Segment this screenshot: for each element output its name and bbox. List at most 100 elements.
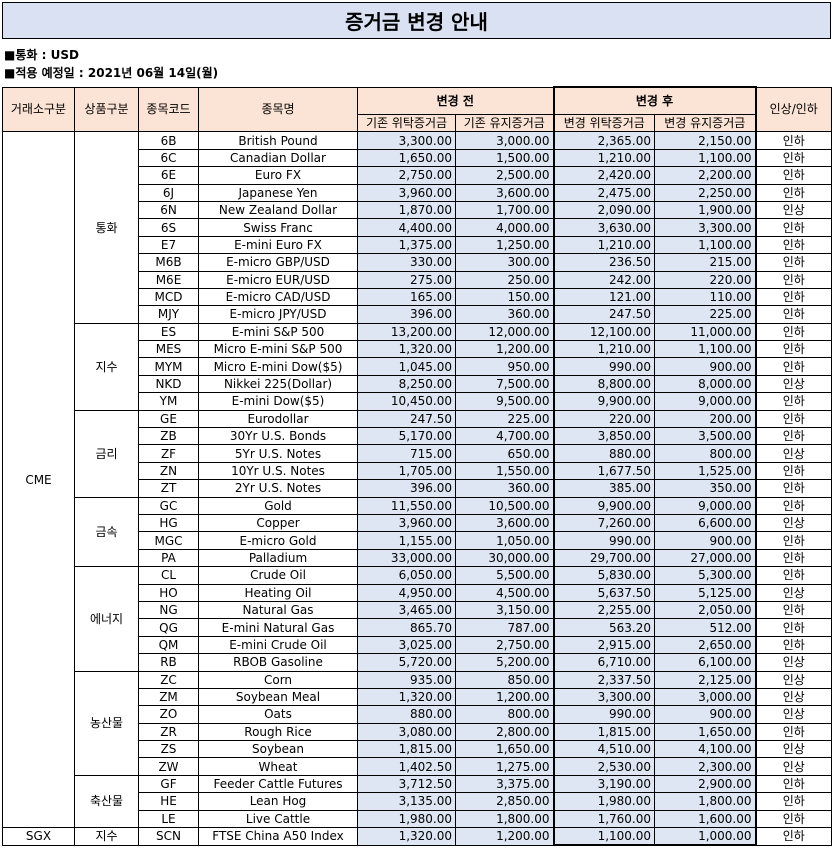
before-maint-cell: 360.00 bbox=[455, 305, 554, 324]
name-cell: Feeder Cattle Futures bbox=[198, 774, 358, 794]
before-initial-cell: 1,375.00 bbox=[357, 235, 456, 255]
before-maint-cell: 9,500.00 bbox=[455, 392, 554, 411]
before-initial-cell: 3,960.00 bbox=[357, 183, 456, 202]
change-cell: 인하 bbox=[755, 548, 832, 568]
after-maint-cell: 5,300.00 bbox=[654, 566, 757, 585]
header-row-2: 기존 위탁증거금 기존 유지증거금 변경 위탁증거금 변경 유지증거금 bbox=[3, 113, 832, 133]
before-maint-cell: 30,000.00 bbox=[455, 548, 554, 568]
category-cell: 통화 bbox=[74, 131, 139, 324]
code-cell: ZM bbox=[138, 687, 199, 707]
after-initial-cell: 1,210.00 bbox=[552, 340, 655, 359]
code-cell: ZR bbox=[138, 722, 199, 742]
before-initial-cell: 330.00 bbox=[357, 253, 456, 272]
after-maint-cell: 5,125.00 bbox=[654, 583, 757, 602]
table-row: MES Micro E-mini S&P 500 1,320.00 1,200.00 1… bbox=[3, 340, 832, 359]
after-initial-cell: 247.50 bbox=[552, 305, 655, 324]
name-cell: Natural Gas bbox=[198, 600, 358, 620]
table-row: ZF 5Yr U.S. Notes 715.00 650.00 880.00 800.00… bbox=[3, 444, 832, 463]
change-cell: 인상 bbox=[755, 374, 832, 394]
table-row: 6J Japanese Yen 3,960.00 3,600.00 2,475.00 2,… bbox=[3, 183, 832, 202]
change-cell: 인상 bbox=[755, 740, 832, 759]
after-maint-cell: 900.00 bbox=[654, 705, 757, 724]
before-initial-cell: 3,135.00 bbox=[357, 792, 456, 811]
name-cell: Wheat bbox=[198, 757, 358, 776]
before-maint-cell: 12,000.00 bbox=[455, 322, 554, 342]
header-before-initial: 기존 위탁증거금 bbox=[357, 113, 456, 133]
table-row: RB RBOB Gasoline 5,720.00 5,200.00 6,710.00 6… bbox=[3, 653, 832, 672]
before-maint-cell: 5,200.00 bbox=[455, 653, 554, 672]
currency-line: ■통화 : USD bbox=[4, 48, 79, 62]
after-maint-cell: 900.00 bbox=[654, 531, 757, 550]
after-initial-cell: 880.00 bbox=[552, 444, 655, 463]
before-maint-cell: 1,200.00 bbox=[455, 340, 554, 359]
change-cell: 인하 bbox=[755, 566, 832, 585]
after-maint-cell: 2,125.00 bbox=[654, 670, 757, 689]
before-initial-cell: 6,050.00 bbox=[357, 566, 456, 585]
after-maint-cell: 1,525.00 bbox=[654, 461, 757, 481]
before-initial-cell: 11,550.00 bbox=[357, 496, 456, 515]
change-cell: 인하 bbox=[755, 722, 832, 742]
header-after: 변경 후 bbox=[552, 86, 757, 115]
before-initial-cell: 1,402.50 bbox=[357, 757, 456, 776]
header-name: 종목명 bbox=[198, 86, 358, 133]
margin-table: 거래소구분 상품구분 종목코드 종목명 변경 전 변경 후 인상/인하 기존 위… bbox=[2, 86, 832, 847]
table-row: 농산물 ZC Corn 935.00 850.00 2,337.50 2,125.00 인상 bbox=[3, 670, 832, 776]
category-cell: 축산물 bbox=[74, 774, 139, 829]
change-cell: 인하 bbox=[755, 618, 832, 637]
code-cell: 6C bbox=[138, 148, 199, 168]
change-cell: 인하 bbox=[755, 479, 832, 498]
name-cell: E-micro CAD/USD bbox=[198, 287, 358, 307]
code-cell: ES bbox=[138, 322, 199, 342]
table-row: QG E-mini Natural Gas 865.70 787.00 563.20 51… bbox=[3, 618, 832, 637]
before-maint-cell: 850.00 bbox=[455, 670, 554, 689]
code-cell: 6N bbox=[138, 200, 199, 220]
before-maint-cell: 150.00 bbox=[455, 287, 554, 307]
header-code: 종목코드 bbox=[138, 86, 199, 133]
after-maint-cell: 9,000.00 bbox=[654, 496, 757, 515]
category-cell: 에너지 bbox=[74, 566, 139, 672]
before-initial-cell: 5,720.00 bbox=[357, 653, 456, 672]
exchange-cell: CME bbox=[2, 131, 75, 829]
before-maint-cell: 3,150.00 bbox=[455, 600, 554, 620]
after-maint-cell: 3,000.00 bbox=[654, 687, 757, 707]
after-maint-cell: 1,650.00 bbox=[654, 722, 757, 742]
after-maint-cell: 1,100.00 bbox=[654, 148, 757, 168]
after-maint-cell: 1,600.00 bbox=[654, 809, 757, 829]
code-cell: ZB bbox=[138, 427, 199, 446]
before-initial-cell: 880.00 bbox=[357, 705, 456, 724]
before-maint-cell: 1,800.00 bbox=[455, 809, 554, 829]
after-maint-cell: 27,000.00 bbox=[654, 548, 757, 568]
code-cell: M6E bbox=[138, 270, 199, 289]
date-line: ■적용 예정일 : 2021년 06월 14일(월) bbox=[4, 66, 219, 80]
code-cell: YM bbox=[138, 392, 199, 411]
table-row: 축산물 GF Feeder Cattle Futures 3,712.50 3,375.… bbox=[3, 774, 832, 829]
after-initial-cell: 236.50 bbox=[552, 253, 655, 272]
after-initial-cell: 1,677.50 bbox=[552, 461, 655, 481]
after-initial-cell: 2,365.00 bbox=[552, 131, 655, 150]
after-maint-cell: 1,800.00 bbox=[654, 792, 757, 811]
before-maint-cell: 5,500.00 bbox=[455, 566, 554, 585]
before-initial-cell: 13,200.00 bbox=[357, 322, 456, 342]
code-cell: HG bbox=[138, 513, 199, 533]
before-maint-cell: 2,750.00 bbox=[455, 635, 554, 655]
before-maint-cell: 800.00 bbox=[455, 705, 554, 724]
after-maint-cell: 1,000.00 bbox=[654, 827, 757, 847]
change-cell: 인하 bbox=[755, 427, 832, 446]
before-initial-cell: 4,400.00 bbox=[357, 218, 456, 237]
name-cell: 30Yr U.S. Bonds bbox=[198, 427, 358, 446]
code-cell: 6B bbox=[138, 131, 199, 150]
after-maint-cell: 9,000.00 bbox=[654, 392, 757, 411]
before-maint-cell: 4,700.00 bbox=[455, 427, 554, 446]
before-maint-cell: 1,200.00 bbox=[455, 827, 554, 846]
header-change: 인상/인하 bbox=[755, 86, 832, 133]
before-initial-cell: 3,080.00 bbox=[357, 722, 456, 742]
before-initial-cell: 1,705.00 bbox=[357, 461, 456, 481]
before-maint-cell: 4,000.00 bbox=[455, 218, 554, 237]
code-cell: M6B bbox=[138, 253, 199, 272]
table-row: SGX 지수 SCN FTSE China A50 Index 1,320.00 1,20… bbox=[2, 827, 832, 847]
before-maint-cell: 1,700.00 bbox=[455, 200, 554, 220]
change-cell: 인하 bbox=[755, 166, 832, 185]
name-cell: E-micro EUR/USD bbox=[198, 270, 358, 289]
category-cell: 금리 bbox=[74, 409, 139, 498]
table-row: 6C Canadian Dollar 1,650.00 1,500.00 1,210.0… bbox=[3, 148, 832, 168]
